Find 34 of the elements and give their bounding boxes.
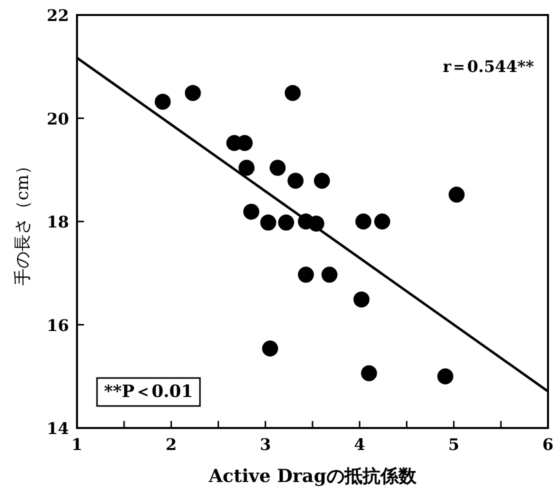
x-tick-label: 1	[71, 435, 83, 454]
point	[238, 160, 255, 176]
y-tick-label: 20	[46, 109, 69, 128]
y-tick-label: 16	[46, 316, 69, 335]
x-tick-label: 4	[354, 435, 366, 454]
x-tick-label: 2	[166, 435, 177, 454]
point	[437, 368, 454, 384]
point	[374, 214, 390, 230]
point	[448, 186, 465, 203]
point	[361, 365, 378, 382]
x-tick-label: 5	[448, 435, 460, 454]
x-tick-label: 6	[542, 435, 554, 454]
point	[154, 94, 171, 110]
annotation: r＝0.544**	[442, 57, 535, 76]
point	[184, 84, 201, 101]
y-tick-label: 18	[46, 212, 69, 232]
point	[353, 291, 370, 308]
point	[278, 214, 294, 231]
point	[321, 266, 338, 283]
point	[314, 172, 330, 189]
point	[288, 172, 304, 189]
point	[284, 84, 301, 101]
point	[355, 214, 372, 230]
x-tick-label: 3	[260, 435, 271, 454]
point	[262, 340, 278, 356]
point	[260, 214, 276, 231]
x-axis-title: Active Dragの抵抗係数	[208, 466, 418, 487]
point	[243, 204, 260, 220]
point	[298, 266, 314, 283]
annotation: **P＜0.01	[104, 382, 193, 402]
y-tick-label: 14	[46, 419, 69, 438]
y-axis-title: 手の長さ（cm）	[13, 158, 33, 286]
point	[270, 160, 286, 176]
y-tick-label: 22	[46, 6, 69, 25]
